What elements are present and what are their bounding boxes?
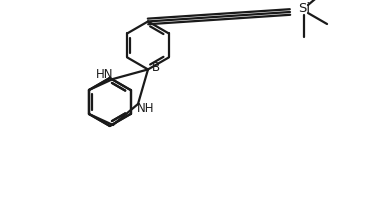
Text: HN: HN bbox=[96, 67, 114, 81]
Text: B: B bbox=[152, 61, 160, 74]
Text: Si: Si bbox=[298, 2, 310, 16]
Text: NH: NH bbox=[137, 103, 155, 115]
